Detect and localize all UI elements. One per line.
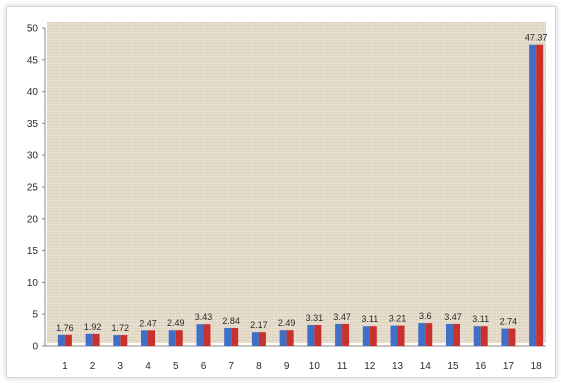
data-label: 2.17 — [250, 320, 268, 330]
bar-series-2 — [452, 323, 460, 346]
y-tick-label: 30 — [27, 151, 39, 162]
y-tick-label: 40 — [27, 87, 39, 98]
data-label: 3.11 — [472, 314, 489, 324]
x-tick-label: 9 — [284, 361, 290, 372]
y-tick-label: 25 — [27, 183, 39, 194]
x-tick-label: 5 — [173, 361, 179, 372]
bar-series-1 — [418, 323, 426, 346]
bar-series-2 — [369, 326, 377, 346]
x-tick-label: 1 — [62, 361, 68, 372]
bar-series-1 — [251, 332, 259, 346]
bar-series-1 — [85, 333, 93, 346]
bar-series-1 — [473, 326, 481, 346]
y-tick-label: 50 — [27, 24, 39, 35]
x-tick-label: 10 — [309, 361, 321, 372]
bar-series-1 — [168, 330, 176, 346]
bar-series-2 — [508, 328, 516, 346]
x-tick-label: 11 — [337, 361, 348, 372]
bar-series-2 — [342, 323, 350, 346]
bar-series-1 — [279, 330, 287, 346]
bar-series-1 — [307, 324, 315, 346]
bar-series-2 — [175, 330, 183, 346]
bar-series-2 — [203, 324, 211, 346]
data-label: 2.49 — [167, 318, 185, 328]
y-tick-label: 5 — [32, 310, 38, 321]
x-tick-label: 17 — [503, 361, 515, 372]
data-label: 2.74 — [500, 317, 518, 327]
bar-series-1 — [335, 323, 343, 346]
bar-series-1 — [390, 325, 398, 346]
bar-series-2 — [425, 323, 433, 346]
bar-series-2 — [231, 327, 239, 346]
y-tick-label: 0 — [32, 342, 38, 353]
x-tick-label: 4 — [145, 361, 151, 372]
data-label: 2.47 — [139, 318, 157, 328]
bar-series-1 — [501, 328, 509, 346]
bar-series-1 — [57, 334, 65, 346]
x-tick-label: 15 — [447, 361, 459, 372]
data-label: 2.84 — [222, 316, 240, 326]
bar-series-2 — [120, 335, 128, 346]
data-label: 2.49 — [278, 318, 296, 328]
bar-series-2 — [64, 334, 72, 346]
x-tick-label: 12 — [364, 361, 376, 372]
y-tick-label: 20 — [27, 214, 39, 225]
y-tick-label: 35 — [27, 119, 39, 130]
data-label: 1.72 — [112, 323, 130, 333]
bar-series-2 — [314, 324, 322, 346]
x-tick-label: 6 — [201, 361, 207, 372]
bar-series-1 — [141, 330, 149, 346]
x-tick-label: 7 — [228, 361, 234, 372]
bar-series-2 — [536, 44, 544, 346]
x-tick-label: 13 — [392, 361, 404, 372]
data-label: 1.76 — [56, 323, 74, 333]
bar-series-2 — [397, 325, 405, 346]
x-tick-label: 2 — [90, 361, 96, 372]
bar-series-2 — [148, 330, 156, 346]
data-label: 3.47 — [444, 312, 462, 322]
x-tick-label: 18 — [531, 361, 543, 372]
bar-series-2 — [92, 333, 100, 346]
x-tick-label: 8 — [256, 361, 262, 372]
data-label: 47.37 — [525, 33, 548, 43]
bar-series-1 — [529, 44, 537, 346]
bar-series-2 — [480, 326, 488, 346]
bar-series-1 — [196, 324, 204, 346]
data-label: 3.21 — [389, 314, 407, 324]
bar-series-2 — [258, 332, 266, 346]
x-tick-label: 16 — [475, 361, 487, 372]
plot-area — [47, 22, 546, 343]
data-label: 3.6 — [419, 311, 432, 321]
bar-series-2 — [286, 330, 294, 346]
data-label: 3.47 — [333, 312, 351, 322]
bar-series-1 — [113, 335, 121, 346]
y-tick-label: 45 — [27, 55, 39, 66]
bar-series-1 — [362, 326, 370, 346]
x-tick-label: 14 — [420, 361, 432, 372]
y-tick-label: 15 — [27, 246, 39, 257]
bar-series-1 — [224, 327, 232, 346]
x-tick-label: 3 — [118, 361, 124, 372]
data-label: 1.92 — [84, 322, 102, 332]
data-label: 3.43 — [195, 312, 213, 322]
y-tick-label: 10 — [27, 278, 39, 289]
bar-series-1 — [445, 323, 453, 346]
data-label: 3.31 — [306, 313, 324, 323]
data-label: 3.11 — [361, 314, 378, 324]
